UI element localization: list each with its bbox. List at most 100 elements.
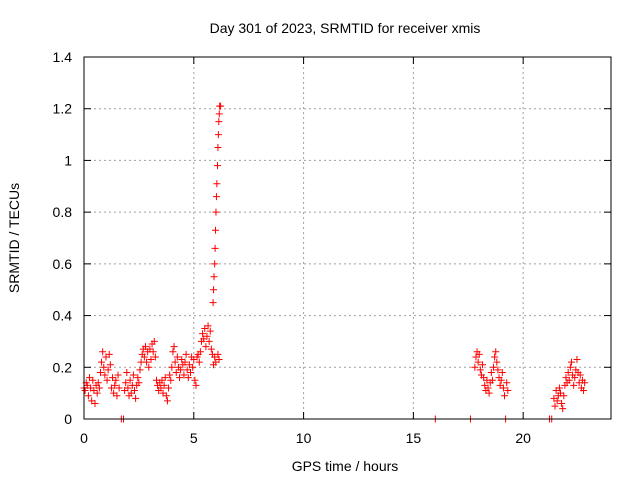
data-point <box>501 392 509 400</box>
data-point <box>214 162 222 170</box>
data-point <box>566 363 574 371</box>
data-point <box>209 299 217 307</box>
data-point <box>122 379 130 387</box>
data-point <box>192 381 200 389</box>
data-point <box>215 110 223 118</box>
grid-lines <box>84 57 611 419</box>
data-point <box>101 371 109 379</box>
data-point <box>215 356 223 364</box>
data-point <box>206 327 214 335</box>
data-point <box>141 343 149 351</box>
data-point <box>581 379 589 387</box>
data-point <box>172 368 180 376</box>
axis-ticks: 0 0.2 0.4 0.6 0.8 1 1.2 1.4 0 5 10 15 20 <box>53 49 611 446</box>
data-point <box>204 322 212 330</box>
data-point <box>135 379 143 387</box>
data-point <box>123 368 131 376</box>
data-point <box>176 374 184 382</box>
data-point <box>93 389 101 397</box>
data-point <box>571 374 579 382</box>
data-point <box>199 330 207 338</box>
data-point <box>169 348 177 356</box>
data-point <box>167 376 175 384</box>
data-point <box>134 374 142 382</box>
data-point <box>211 260 219 268</box>
data-point <box>498 368 506 376</box>
x-tick-label: 20 <box>515 430 531 446</box>
data-point <box>104 366 112 374</box>
data-point <box>211 244 219 252</box>
data-point <box>576 371 584 379</box>
data-point <box>213 180 221 188</box>
data-point <box>160 381 168 389</box>
data-point <box>210 286 218 294</box>
data-point <box>203 332 211 340</box>
data-point <box>184 374 192 382</box>
data-point <box>151 353 159 361</box>
data-point <box>573 356 581 364</box>
data-point <box>195 358 203 366</box>
data-point <box>565 376 573 384</box>
data-point <box>205 337 213 345</box>
data-point <box>488 376 496 384</box>
y-tick-label: 0 <box>64 411 72 427</box>
data-point <box>503 379 511 387</box>
data-point <box>558 399 566 407</box>
x-tick-label: 0 <box>80 430 88 446</box>
data-point <box>100 363 108 371</box>
data-point <box>136 366 144 374</box>
y-tick-label: 0.6 <box>53 256 73 272</box>
data-point <box>492 348 500 356</box>
data-points <box>80 102 589 423</box>
data-point <box>91 399 99 407</box>
data-point <box>497 376 505 384</box>
y-tick-label: 0.4 <box>53 308 73 324</box>
data-point <box>131 387 139 395</box>
data-point <box>212 226 220 234</box>
x-tick-label: 5 <box>190 430 198 446</box>
data-point <box>140 353 148 361</box>
data-point <box>166 371 174 379</box>
data-point <box>475 350 483 358</box>
data-point <box>180 371 188 379</box>
data-point <box>215 118 223 126</box>
y-tick-label: 1.2 <box>53 101 73 117</box>
data-point <box>490 363 498 371</box>
data-point <box>115 384 123 392</box>
data-point <box>212 208 220 216</box>
data-point <box>161 374 169 382</box>
data-point <box>551 402 559 410</box>
data-point <box>132 394 140 402</box>
data-point <box>171 358 179 366</box>
data-point <box>182 350 190 358</box>
data-point <box>485 389 493 397</box>
data-point <box>189 363 197 371</box>
data-point <box>559 405 567 413</box>
data-point <box>84 392 92 400</box>
data-point <box>214 131 222 139</box>
y-axis-label: SRMTID / TECUs <box>6 183 22 293</box>
data-point <box>81 387 89 395</box>
y-tick-label: 0.8 <box>53 204 73 220</box>
data-point <box>89 376 97 384</box>
y-tick-label: 0.2 <box>53 359 73 375</box>
data-point <box>173 353 181 361</box>
data-point <box>553 397 561 405</box>
data-point <box>476 366 484 374</box>
data-point <box>124 384 132 392</box>
data-point <box>170 343 178 351</box>
data-point <box>129 371 137 379</box>
data-point <box>99 348 107 356</box>
data-point <box>202 343 210 351</box>
data-point <box>196 348 204 356</box>
data-point <box>126 376 134 384</box>
data-point <box>103 376 111 384</box>
data-point <box>580 387 588 395</box>
data-point <box>564 368 572 376</box>
data-point <box>149 348 157 356</box>
data-point <box>217 102 225 110</box>
data-point <box>210 273 218 281</box>
data-point <box>181 358 189 366</box>
data-point <box>147 356 155 364</box>
